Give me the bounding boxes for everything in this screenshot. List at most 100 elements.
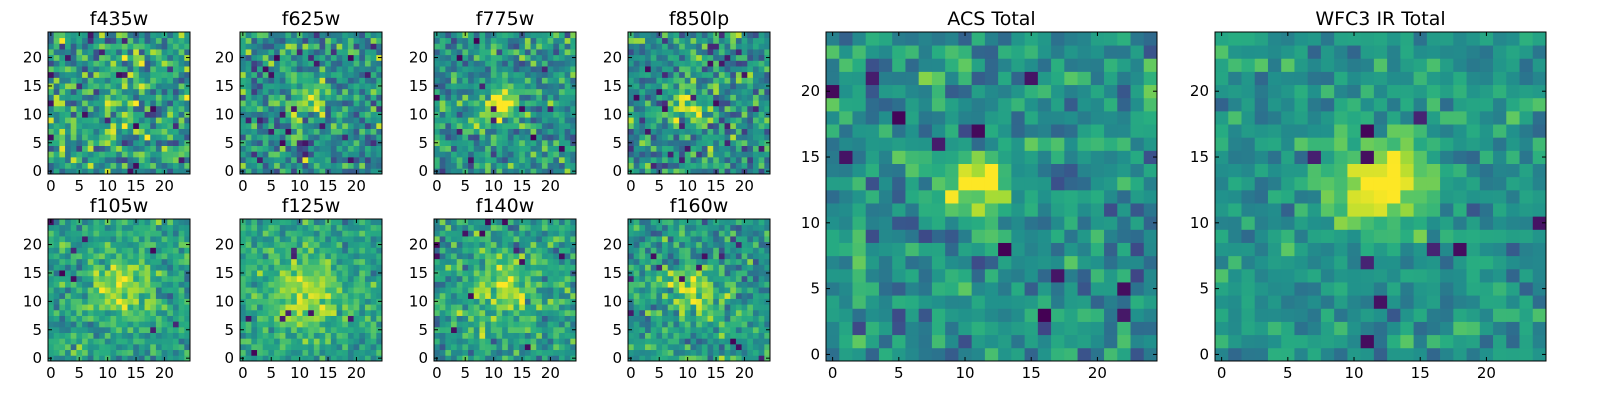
heatmap-cell bbox=[639, 298, 646, 305]
heatmap-cell bbox=[485, 128, 492, 135]
heatmap-cell bbox=[138, 151, 145, 158]
heatmap-cell bbox=[53, 100, 60, 107]
heatmap-cell bbox=[456, 83, 463, 90]
heatmap-cell bbox=[172, 309, 180, 316]
heatmap-cell bbox=[172, 145, 180, 152]
heatmap-cell bbox=[336, 230, 343, 237]
heatmap-cell bbox=[325, 321, 332, 328]
heatmap-cell bbox=[121, 88, 128, 95]
heatmap-cell bbox=[184, 71, 191, 78]
heatmap-cell bbox=[116, 117, 123, 124]
heatmap-cell bbox=[279, 54, 286, 61]
heatmap-cell bbox=[353, 270, 360, 277]
heatmap-cell bbox=[747, 122, 754, 129]
heatmap-cell bbox=[656, 66, 663, 73]
heatmap-cell bbox=[701, 338, 708, 345]
heatmap-cell bbox=[541, 49, 548, 56]
heatmap-cell bbox=[485, 54, 492, 61]
heatmap-cell bbox=[553, 145, 560, 152]
heatmap-cell bbox=[172, 111, 180, 118]
heatmap-cell bbox=[48, 60, 55, 67]
heatmap-cell bbox=[330, 315, 337, 322]
heatmap-cell bbox=[82, 83, 89, 90]
heatmap-cell bbox=[730, 355, 737, 362]
heatmap-cell bbox=[656, 304, 663, 311]
heatmap-cell bbox=[353, 37, 360, 44]
heatmap-cell bbox=[445, 49, 452, 56]
heatmap-cell bbox=[468, 343, 475, 351]
heatmap-cell bbox=[707, 122, 714, 129]
heatmap-cell bbox=[752, 43, 760, 50]
heatmap-cell bbox=[274, 71, 281, 78]
panel-title: f125w bbox=[282, 195, 341, 217]
heatmap-cell bbox=[735, 145, 742, 152]
heatmap-cell bbox=[302, 247, 309, 254]
heatmap-cell bbox=[257, 230, 264, 237]
heatmap-cell bbox=[70, 77, 77, 84]
heatmap-cell bbox=[76, 66, 83, 73]
heatmap-cell bbox=[257, 88, 264, 95]
heatmap-cell bbox=[633, 349, 640, 356]
heatmap-cell bbox=[268, 54, 275, 61]
heatmap-cell bbox=[690, 37, 697, 44]
heatmap-cell bbox=[104, 275, 111, 282]
heatmap-cell bbox=[507, 304, 514, 311]
heatmap-cell bbox=[296, 309, 303, 316]
heatmap-cell bbox=[155, 77, 162, 84]
heatmap-cell bbox=[257, 236, 264, 243]
heatmap-cell bbox=[48, 151, 55, 158]
heatmap-cell bbox=[364, 298, 372, 305]
heatmap-cell bbox=[536, 349, 543, 356]
heatmap-cell bbox=[121, 94, 128, 101]
heatmap-cell bbox=[138, 88, 145, 95]
heatmap-cell bbox=[684, 49, 691, 56]
heatmap-cell bbox=[662, 117, 669, 124]
heatmap-cell bbox=[513, 338, 520, 345]
heatmap-cell bbox=[553, 258, 560, 265]
heatmap-cell bbox=[747, 54, 754, 61]
heatmap-cell bbox=[530, 275, 537, 282]
heatmap-cell bbox=[172, 298, 180, 305]
heatmap-cell bbox=[667, 304, 674, 311]
heatmap-cell bbox=[519, 224, 526, 231]
heatmap-cell bbox=[161, 66, 168, 73]
heatmap-cell bbox=[764, 49, 771, 56]
heatmap-cell bbox=[679, 37, 686, 44]
heatmap-cell bbox=[308, 304, 315, 311]
heatmap-cell bbox=[553, 151, 560, 158]
heatmap-cell bbox=[462, 298, 469, 305]
heatmap-cell bbox=[507, 287, 514, 294]
heatmap-cell bbox=[296, 105, 303, 112]
heatmap-cell bbox=[116, 287, 123, 294]
heatmap-cell bbox=[741, 122, 748, 129]
heatmap-cell bbox=[121, 105, 128, 112]
heatmap-cell bbox=[747, 309, 754, 316]
heatmap-cell bbox=[479, 236, 486, 243]
heatmap-cell bbox=[308, 60, 315, 67]
heatmap-cell bbox=[673, 321, 680, 328]
heatmap-cell bbox=[319, 83, 326, 90]
heatmap-cell bbox=[268, 156, 275, 164]
heatmap-cell bbox=[65, 349, 72, 356]
heatmap-cell bbox=[553, 247, 560, 254]
heatmap-cell bbox=[445, 338, 452, 345]
heatmap-cell bbox=[547, 134, 554, 141]
heatmap-cell bbox=[302, 151, 309, 158]
heatmap-cell bbox=[313, 60, 320, 67]
heatmap-cell bbox=[184, 309, 191, 316]
heatmap-cell bbox=[730, 349, 737, 356]
panel-title: f625w bbox=[282, 8, 341, 30]
heatmap-cell bbox=[172, 230, 180, 237]
heatmap-cell bbox=[524, 298, 531, 305]
panel-title: f850lp bbox=[669, 8, 729, 30]
heatmap-cell bbox=[155, 258, 162, 265]
heatmap-cell bbox=[558, 236, 566, 243]
heatmap-cell bbox=[285, 117, 292, 124]
y-tick-label: 5 bbox=[32, 321, 42, 339]
heatmap-cell bbox=[456, 298, 463, 305]
heatmap-cell bbox=[752, 355, 760, 362]
heatmap-cell bbox=[502, 343, 509, 351]
heatmap-cell bbox=[639, 49, 646, 56]
heatmap-cell bbox=[439, 292, 446, 299]
heatmap-cell bbox=[496, 145, 503, 152]
